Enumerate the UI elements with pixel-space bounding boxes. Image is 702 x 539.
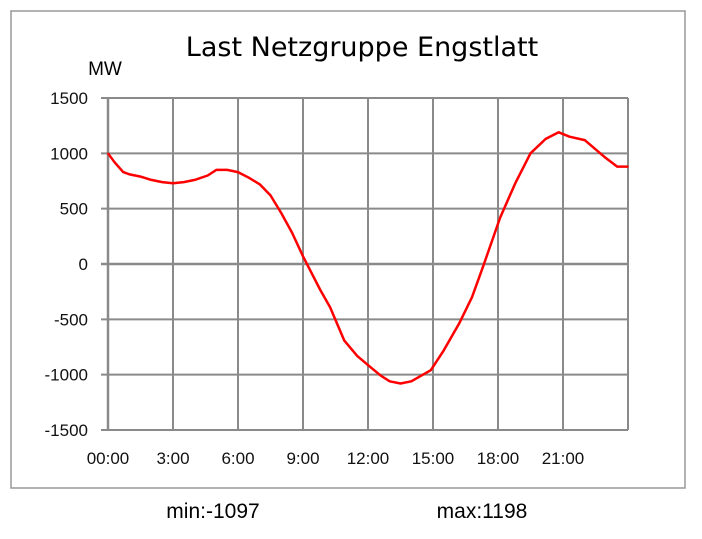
data-point xyxy=(206,174,209,177)
data-point xyxy=(113,161,116,163)
data-point xyxy=(215,169,218,171)
data-point xyxy=(399,382,402,385)
data-point xyxy=(139,175,142,178)
data-point xyxy=(356,355,358,357)
data-point xyxy=(237,171,239,173)
x-tick-label: 6:00 xyxy=(221,449,254,468)
x-tick-label: 3:00 xyxy=(156,449,189,468)
data-point xyxy=(471,296,473,299)
data-point xyxy=(161,181,163,183)
data-point xyxy=(107,152,109,155)
data-point xyxy=(369,366,371,368)
y-tick-label: -1500 xyxy=(45,421,88,440)
y-tick-label: 1000 xyxy=(50,144,88,163)
data-point xyxy=(128,173,131,176)
data-point xyxy=(529,152,532,155)
data-point xyxy=(568,135,571,138)
data-point xyxy=(319,289,322,291)
y-axis-label: MW xyxy=(88,59,122,80)
data-point xyxy=(269,194,272,197)
data-point xyxy=(258,183,261,186)
data-point xyxy=(388,380,391,383)
series-line-last xyxy=(106,131,628,385)
y-tick-label: 500 xyxy=(60,200,88,219)
data-point xyxy=(193,179,196,181)
chart-frame xyxy=(10,10,686,489)
data-point xyxy=(410,380,413,383)
data-point xyxy=(482,266,484,269)
data-point xyxy=(544,138,547,140)
data-point xyxy=(627,165,629,168)
data-point xyxy=(616,165,618,168)
data-point xyxy=(291,232,293,234)
data-point xyxy=(603,155,605,158)
x-tick-label: 15:00 xyxy=(412,449,455,468)
data-point xyxy=(380,374,382,377)
x-tick-label: 18:00 xyxy=(477,449,520,468)
data-point xyxy=(458,322,460,325)
data-point xyxy=(499,216,501,219)
data-point xyxy=(122,171,124,173)
x-tick-label: 9:00 xyxy=(286,449,319,468)
data-point xyxy=(557,131,560,134)
y-tick-label: 0 xyxy=(79,255,88,274)
data-point xyxy=(343,339,345,342)
data-point xyxy=(150,179,153,181)
data-point xyxy=(280,212,283,214)
max-label: max:1198 xyxy=(437,500,528,523)
x-tick-label: 00:00 xyxy=(87,449,130,468)
data-point xyxy=(172,182,174,185)
chart-title: Last Netzgruppe Engstlatt xyxy=(186,32,538,63)
data-point xyxy=(514,182,517,185)
y-tick-label: -500 xyxy=(54,310,88,329)
data-point xyxy=(430,369,432,372)
data-point xyxy=(248,176,250,179)
data-point xyxy=(183,181,185,183)
data-point xyxy=(226,169,228,171)
x-tick-label: 12:00 xyxy=(347,449,390,468)
data-point xyxy=(443,349,445,352)
x-tick-label: 21:00 xyxy=(542,449,585,468)
data-point xyxy=(302,255,304,258)
data-point xyxy=(583,139,586,141)
y-tick-label: -1000 xyxy=(45,366,88,385)
data-point xyxy=(329,306,331,308)
min-label: min:-1097 xyxy=(166,500,259,523)
y-tick-label: 1500 xyxy=(50,89,88,108)
